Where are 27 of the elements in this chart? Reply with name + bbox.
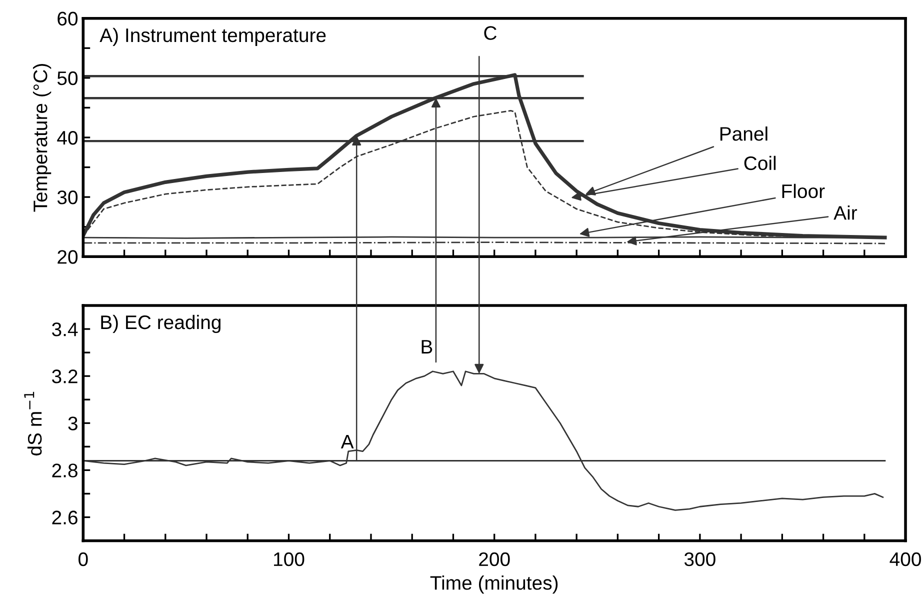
- chart-title: A) Instrument temperature: [100, 28, 326, 46]
- x-tick-label: 200: [479, 552, 510, 566]
- chart-title: B) EC reading: [101, 314, 220, 334]
- annotation: B: [422, 340, 432, 354]
- y-tick-label: 50: [57, 71, 78, 86]
- annotation: C: [484, 26, 497, 40]
- annotation: Panel: [720, 126, 768, 141]
- y-tick-label: 30: [57, 190, 78, 204]
- annotation: A: [340, 435, 354, 448]
- y-tick-label: 40: [57, 130, 78, 145]
- y-tick-label: 2.8: [52, 464, 78, 478]
- x-tick-label: 300: [684, 552, 716, 566]
- x-tick-label: 100: [274, 552, 304, 566]
- annotation: Air: [834, 205, 858, 220]
- x-axis-title: Time (minutes): [430, 576, 558, 594]
- x-tick-label: 400: [890, 552, 921, 566]
- annotation: Floor: [782, 184, 825, 198]
- y-tick-label: 3: [68, 416, 78, 430]
- y-tick-label: 3.2: [52, 370, 78, 384]
- y-tick-label: 20: [58, 250, 78, 264]
- y-tick-label: 2.6: [52, 510, 78, 524]
- y-axis-title: dS m$^{−1}$: [24, 392, 42, 456]
- x-tick-label: 0: [78, 552, 88, 566]
- y-axis-title: Temperature (°C): [32, 64, 52, 212]
- annotation: Coil: [744, 156, 776, 170]
- y-tick-label: 3.4: [52, 322, 78, 336]
- y-tick-label: 60: [58, 12, 78, 26]
